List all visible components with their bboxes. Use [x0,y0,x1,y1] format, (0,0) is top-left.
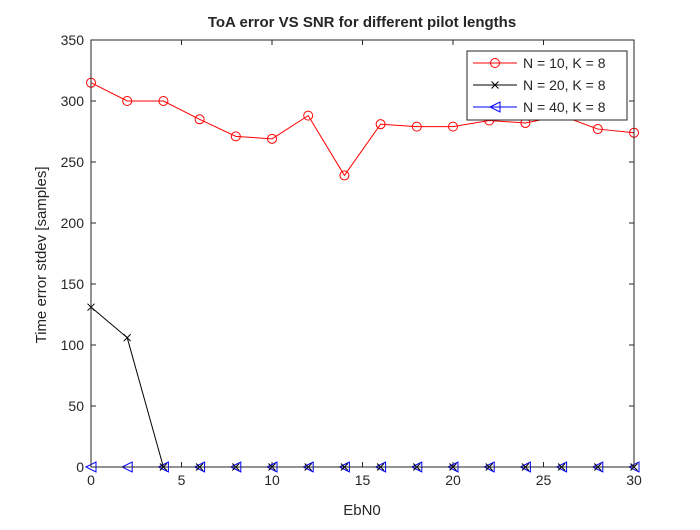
chart-title: ToA error VS SNR for different pilot len… [208,14,516,31]
data-point [123,333,132,342]
x-tick-label: 15 [355,472,371,488]
legend-marker [490,58,500,68]
legend-label: N = 40, K = 8 [523,99,606,115]
data-point [375,119,386,130]
axes-frame [90,39,635,468]
legend-item: N = 40, K = 8 [473,99,606,115]
y-tick-label: 150 [61,276,85,292]
legend-marker [491,81,499,89]
y-axis-label: Time error stdev [samples] [33,167,50,344]
y-tick-label: 0 [76,459,84,475]
data-point [303,110,314,121]
x-tick-label: 30 [626,472,642,488]
y-tick-label: 50 [68,398,84,414]
data-point [448,121,458,132]
data-point [592,124,603,135]
data-point [194,114,205,125]
y-tick-label: 100 [61,337,85,353]
data-point [158,96,169,106]
data-point [411,121,422,132]
y-tick-label: 350 [61,32,85,48]
data-point [339,170,350,181]
data-point [230,131,241,142]
x-tick-label: 5 [178,472,186,488]
legend-item: N = 20, K = 8 [473,77,606,93]
legend-label: N = 10, K = 8 [523,55,606,71]
x-tick-label: 20 [445,472,461,488]
legend-item: N = 10, K = 8 [473,55,606,71]
x-tick-label: 0 [87,472,95,488]
y-tick-label: 250 [61,154,85,170]
legend: N = 10, K = 8 N = 20, K = 8 N = 40, K = 8 [466,50,628,121]
x-tick-label: 10 [264,472,280,488]
x-axis-label: EbN0 [343,502,381,519]
y-tick-label: 300 [61,93,85,109]
legend-label: N = 20, K = 8 [523,77,606,93]
x-tick-label: 25 [536,472,552,488]
legend-marker [488,101,501,113]
data-point [122,96,133,106]
data-point [267,133,277,144]
axes-border [90,39,635,468]
y-tick-label: 200 [61,215,85,231]
